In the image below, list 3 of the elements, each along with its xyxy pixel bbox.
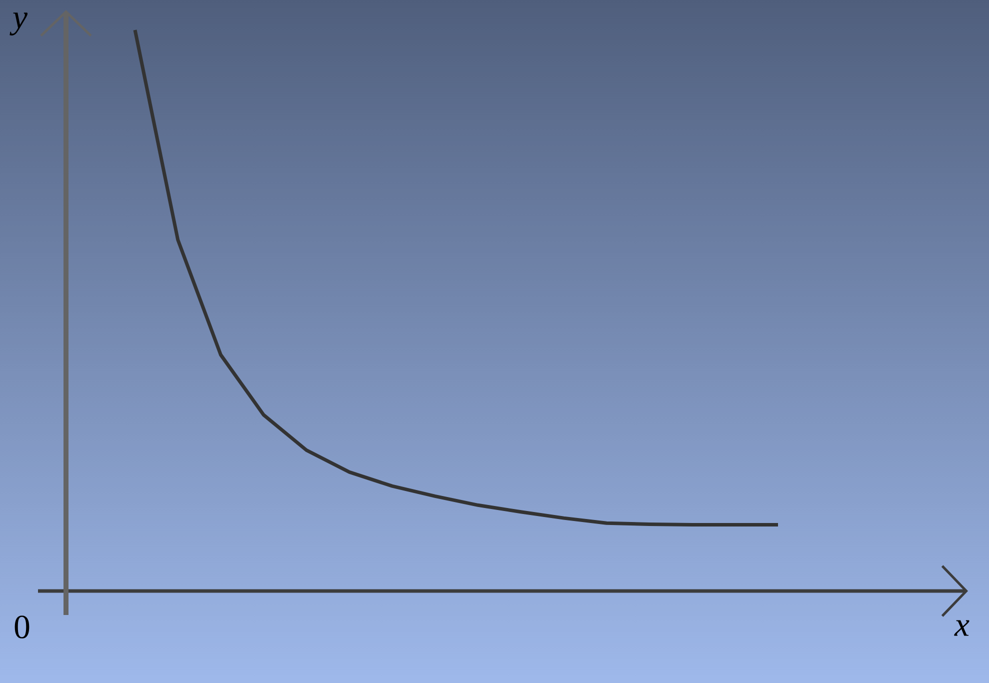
text: 0 xyxy=(14,616,30,638)
y-axis-title: y xyxy=(10,12,28,36)
x-axis-title: x xyxy=(954,620,970,636)
